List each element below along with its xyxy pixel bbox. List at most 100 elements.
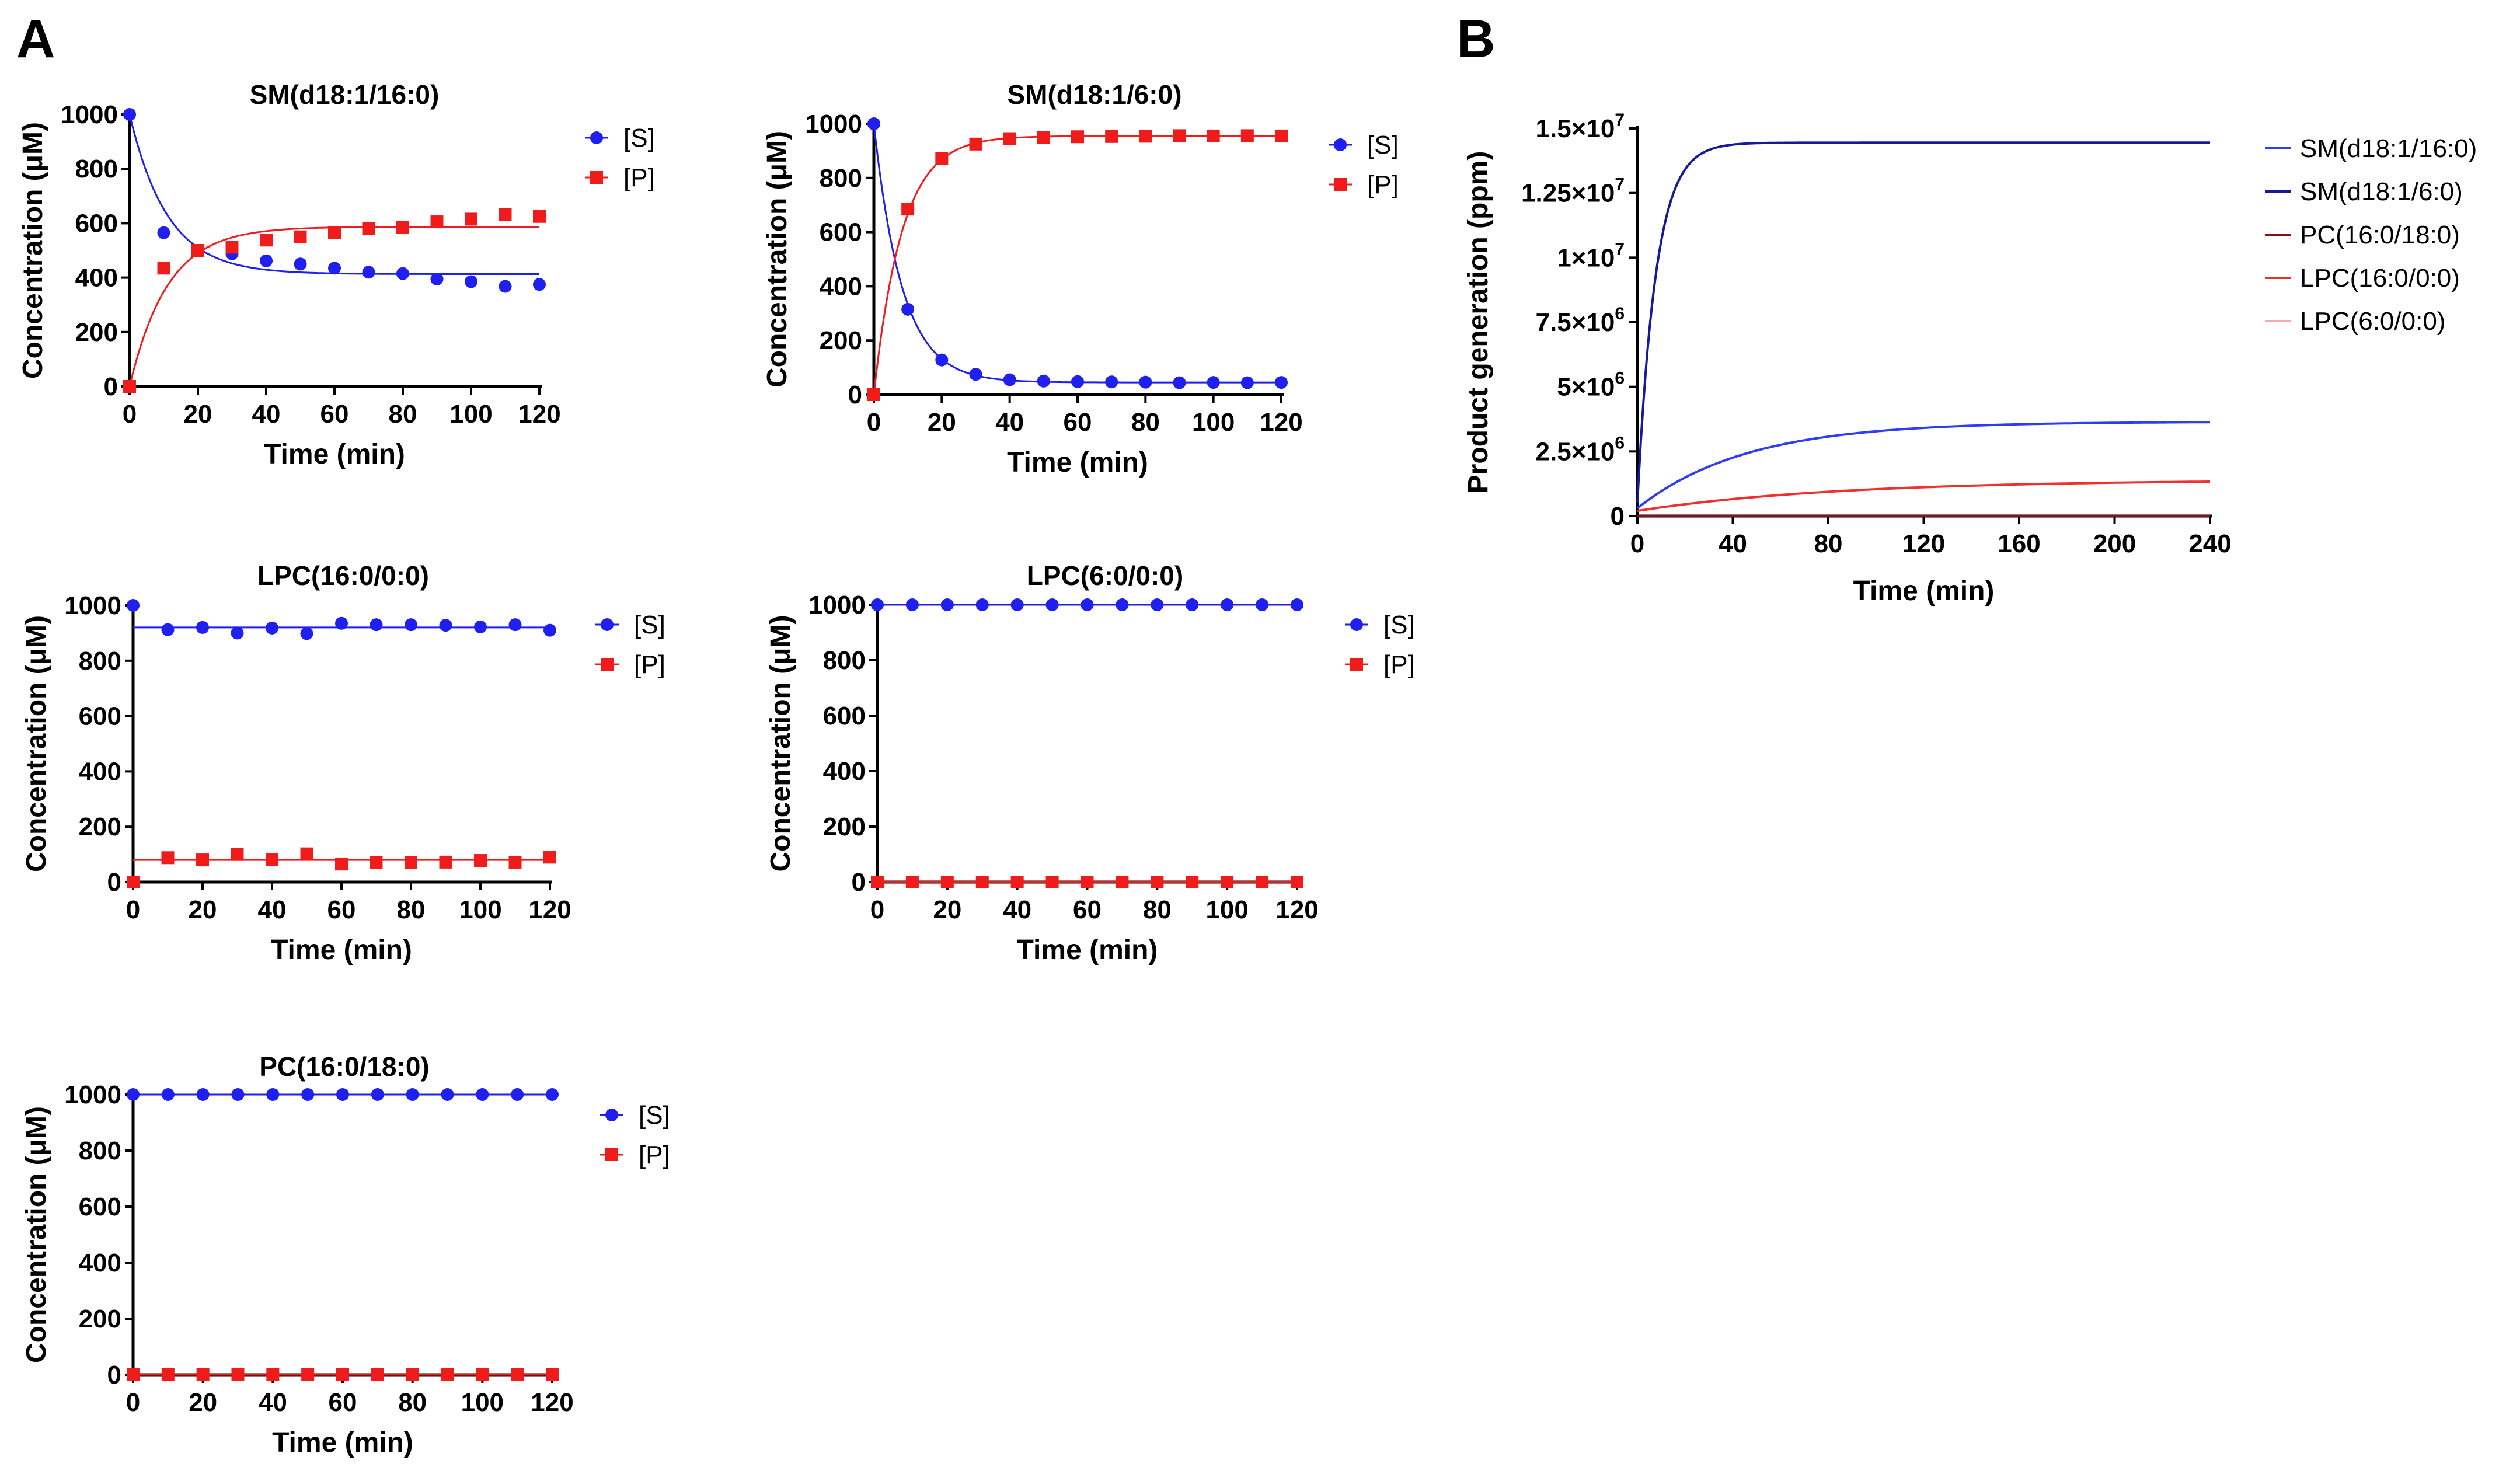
y-tick-exponent: 6 — [1615, 369, 1625, 388]
substrate-point — [405, 618, 417, 632]
product-point — [1173, 129, 1186, 142]
x-tick-label: 40 — [252, 400, 281, 428]
substrate-point — [465, 275, 477, 288]
product-point — [867, 388, 880, 401]
y-tick-label: 800 — [820, 164, 862, 193]
x-tick-label: 40 — [259, 1388, 287, 1417]
substrate-point — [1186, 598, 1199, 611]
x-tick-label: 40 — [258, 895, 287, 924]
y-tick-label: 1.25×107 — [1521, 175, 1625, 208]
product-point — [1105, 130, 1118, 143]
y-tick-base: 0 — [1611, 502, 1625, 531]
x-tick-label: 100 — [449, 400, 492, 428]
product-point — [1256, 876, 1269, 888]
product-point — [231, 1368, 245, 1381]
product-point — [127, 876, 140, 888]
y-tick-label: 600 — [79, 1193, 121, 1221]
product-point — [476, 1368, 489, 1381]
x-tick-label: 120 — [1260, 408, 1302, 437]
x-tick-label: 40 — [1719, 529, 1747, 558]
legend-substrate-marker — [601, 618, 614, 631]
product-point — [1291, 876, 1303, 888]
x-tick-label: 200 — [2093, 529, 2136, 558]
y-axis-title: Concentration (μM) — [18, 122, 48, 379]
substrate-point — [370, 618, 383, 632]
x-tick-label: 20 — [189, 1388, 217, 1417]
x-tick-label: 120 — [528, 895, 571, 924]
product-point — [328, 226, 341, 239]
product-point — [266, 1368, 280, 1381]
y-tick-base: 1.5×10 — [1536, 114, 1615, 143]
product-point — [336, 1368, 349, 1381]
scatter-panel-5: PC(16:0/18:0) 0 200 400 600 800 1000 0 20 40 60 80 1… — [21, 1051, 670, 1458]
substrate-point — [901, 302, 915, 316]
y-tick-label: 0 — [1611, 502, 1625, 531]
legend-label-3: PC(16:0/18:0) — [2300, 221, 2460, 249]
product-point — [301, 1368, 315, 1381]
product-point — [533, 210, 546, 223]
legend-substrate-label: [S] — [1383, 611, 1415, 639]
scatter-panel-2: SM(d18:1/6:0) 0 200 400 600 800 1000 0 20 40 60 80 1… — [762, 79, 1399, 478]
y-tick-base: 7.5×10 — [1536, 308, 1615, 337]
x-tick-label: 100 — [461, 1388, 504, 1417]
substrate-point — [969, 368, 982, 381]
substrate-point — [196, 1088, 210, 1101]
product-point — [439, 855, 452, 869]
legend-product-marker — [1350, 658, 1363, 671]
series-line-1 — [1636, 421, 2210, 510]
x-axis-title: Time (min) — [1017, 935, 1158, 966]
x-tick-label: 40 — [995, 408, 1024, 437]
x-tick-label: 20 — [928, 408, 956, 437]
product-point — [196, 853, 209, 867]
product-point — [1240, 129, 1254, 142]
product-point — [430, 215, 444, 229]
chart-title: SM(d18:1/6:0) — [1007, 79, 1181, 110]
x-tick-label: 80 — [398, 1388, 427, 1417]
substrate-point — [474, 620, 487, 633]
x-tick-label: 60 — [327, 895, 356, 924]
product-point — [1221, 876, 1234, 888]
y-tick-base: 1×10 — [1557, 243, 1615, 272]
product-point — [231, 848, 244, 861]
product-point — [441, 1368, 454, 1381]
legend-product-label: [P] — [634, 650, 665, 679]
y-tick-base: 1.25×10 — [1521, 179, 1615, 208]
substrate-point — [127, 1088, 140, 1101]
substrate-point — [328, 262, 341, 275]
product-point — [161, 1368, 175, 1381]
x-tick-label: 120 — [531, 1388, 573, 1417]
y-tick-label: 5×106 — [1557, 369, 1625, 402]
product-point — [196, 1368, 210, 1381]
substrate-point — [1221, 598, 1234, 611]
substrate-point — [1037, 374, 1050, 388]
y-tick-label: 1000 — [64, 1081, 121, 1109]
substrate-point — [231, 626, 244, 640]
product-point — [260, 234, 273, 247]
product-point — [1010, 876, 1024, 888]
legend-substrate-label: [S] — [1367, 131, 1399, 159]
x-tick-label: 60 — [320, 400, 349, 428]
y-tick-label: 800 — [79, 647, 121, 675]
chart-title: LPC(16:0/0:0) — [257, 560, 429, 591]
legend-substrate-marker — [590, 131, 603, 144]
y-tick-label: 200 — [75, 318, 118, 347]
x-axis-title: Time (min) — [271, 935, 412, 966]
substrate-point — [1173, 376, 1186, 389]
product-point — [508, 856, 522, 869]
product-point — [405, 856, 417, 869]
x-tick-label: 80 — [389, 400, 417, 428]
y-tick-exponent: 7 — [1615, 110, 1625, 130]
product-point — [499, 208, 512, 221]
x-tick-label: 80 — [1143, 895, 1172, 924]
x-tick-label: 120 — [1902, 529, 1945, 558]
product-point — [1081, 876, 1094, 888]
y-tick-label: 200 — [820, 326, 862, 355]
product-point — [1186, 876, 1199, 888]
substrate-point — [1207, 376, 1220, 389]
substrate-point — [231, 1088, 245, 1101]
product-point — [1116, 876, 1129, 888]
y-tick-label: 1000 — [808, 591, 866, 619]
product-point — [127, 1368, 140, 1381]
